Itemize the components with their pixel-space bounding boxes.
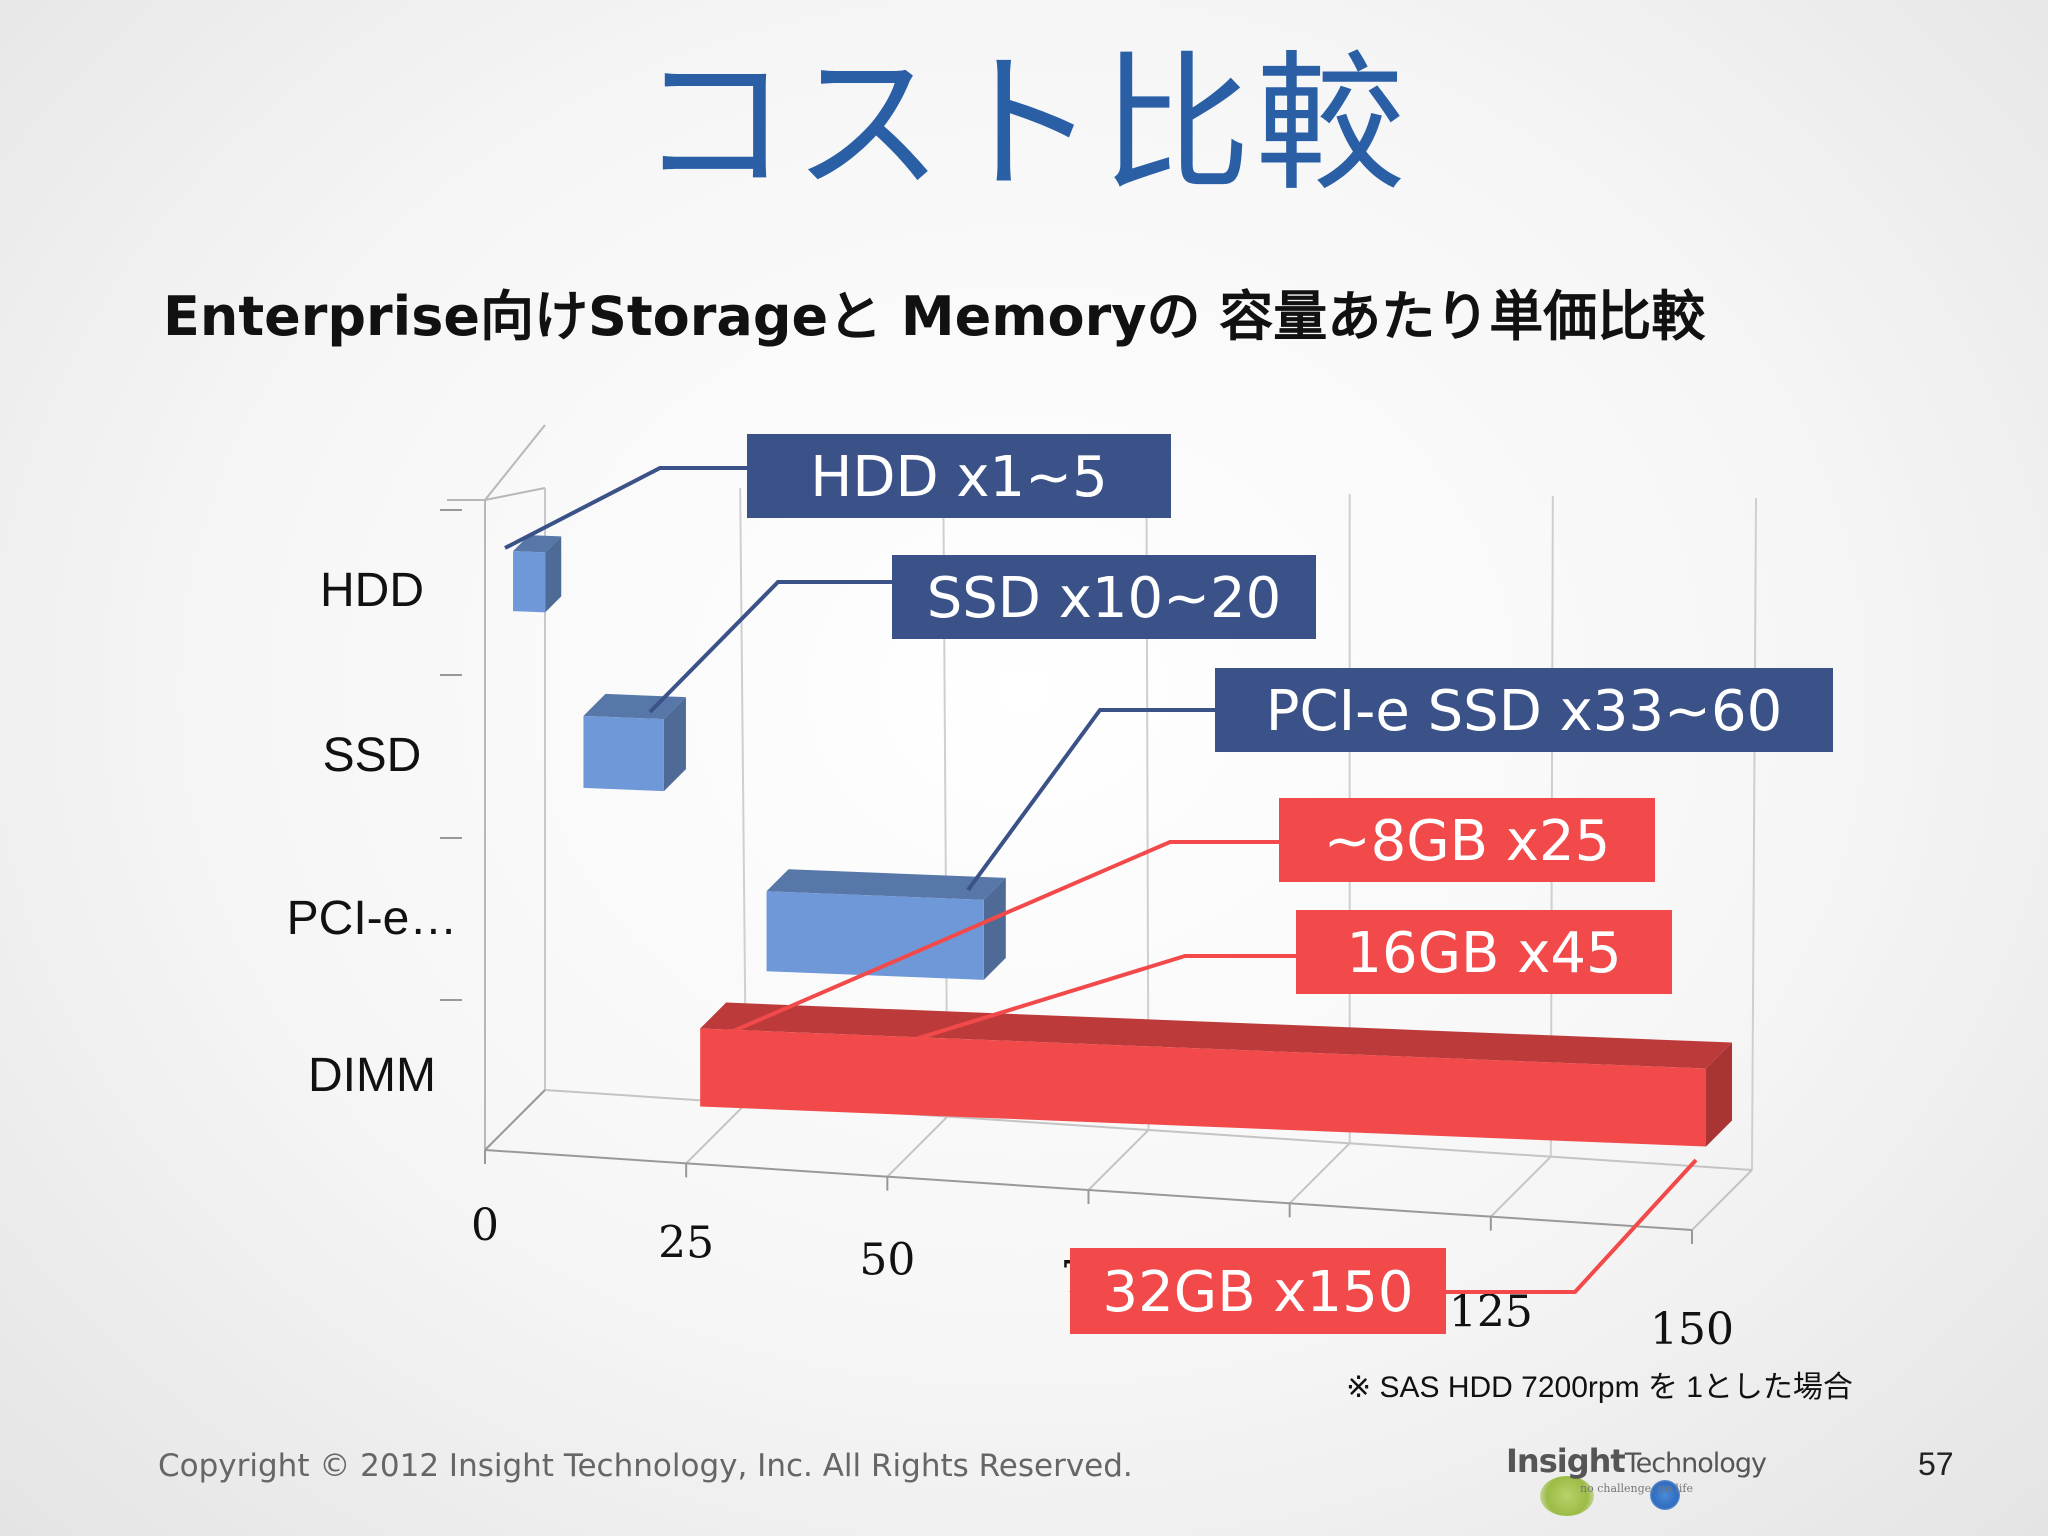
- callout-label: SSD x10~20: [927, 566, 1282, 631]
- chart-floor-gridline: [886, 1115, 949, 1178]
- y-category-label: HDD: [320, 564, 424, 617]
- logo-word-bold: Insight: [1506, 1442, 1626, 1480]
- bar-front-face: [583, 715, 664, 792]
- x-tick-label: 25: [658, 1217, 714, 1268]
- slide-subtitle: Enterprise向けStorageと Memoryの 容量あたり単価比較: [163, 285, 1706, 348]
- bar-front-face: [513, 551, 546, 613]
- callout-box: [747, 434, 1171, 518]
- chart-gridline: [1751, 497, 1757, 1171]
- bar-front-face: [700, 1028, 1706, 1147]
- bar-front-face: [766, 891, 984, 980]
- chart-wall-top-back: [484, 487, 546, 501]
- chart-floor-gridline: [1087, 1129, 1150, 1191]
- logo-wordmark: InsightTechnology: [1506, 1442, 1767, 1480]
- slide-title: コスト比較: [638, 38, 1409, 212]
- chart-floor-gridline: [1288, 1142, 1351, 1205]
- bar-side-face: [663, 697, 686, 792]
- page-number: 57: [1918, 1446, 1954, 1482]
- callout-label: ~8GB x25: [1324, 809, 1611, 874]
- chart-floor-gridline: [685, 1102, 747, 1165]
- bar-side-face: [545, 536, 562, 613]
- company-logo: InsightTechnology no challenge, no life: [1500, 1438, 1767, 1518]
- bar-side-face: [1706, 1042, 1732, 1147]
- chart-floor-gridline: [1490, 1155, 1552, 1218]
- callout-label: HDD x1~5: [810, 445, 1107, 510]
- x-tick-label: 125: [1449, 1287, 1533, 1338]
- chart-floor-gridline: [1691, 1169, 1753, 1231]
- callout-label: 32GB x150: [1103, 1260, 1414, 1325]
- y-category-label: PCI-e…: [287, 892, 458, 945]
- x-axis-line: [484, 1149, 1693, 1231]
- callout-leader-line: [879, 954, 1296, 1052]
- callout-leader-line: [707, 840, 1279, 1044]
- callout-box: [1215, 668, 1833, 752]
- y-category-label: DIMM: [308, 1049, 436, 1102]
- bar-top-face: [766, 869, 1006, 900]
- chart-floor-side-edge: [484, 1089, 546, 1151]
- callout-box: [892, 555, 1316, 639]
- copyright-text: Copyright © 2012 Insight Technology, Inc…: [158, 1448, 1133, 1484]
- logo-blue-dot-icon: [1650, 1480, 1680, 1510]
- x-tick-label: 150: [1650, 1304, 1734, 1355]
- callout-box: [1296, 910, 1672, 994]
- bar-side-face: [983, 877, 1006, 980]
- callout-leader-line: [648, 580, 892, 714]
- x-tick-label: 0: [471, 1200, 499, 1251]
- logo-word-light: Technology: [1624, 1448, 1767, 1479]
- callout-label: PCI-e SSD x33~60: [1266, 679, 1782, 744]
- chart-gridline: [739, 487, 748, 1104]
- callout-leader-line: [966, 708, 1215, 892]
- callout-box: [1070, 1248, 1446, 1334]
- callout-label: 16GB x45: [1346, 921, 1621, 986]
- y-category-label: SSD: [323, 729, 422, 782]
- logo-tagline: no challenge, no life: [1580, 1482, 1694, 1495]
- bar-top-face: [700, 1002, 1732, 1069]
- x-tick-label: 50: [859, 1235, 915, 1286]
- callout-leader-line: [1446, 1158, 1698, 1294]
- baseline-note: ※ SAS HDD 7200rpm を 1とした場合: [1346, 1371, 1853, 1404]
- callout-box: [1279, 798, 1655, 882]
- logo-green-blob-icon: [1540, 1476, 1594, 1516]
- callout-leader-line: [504, 466, 747, 550]
